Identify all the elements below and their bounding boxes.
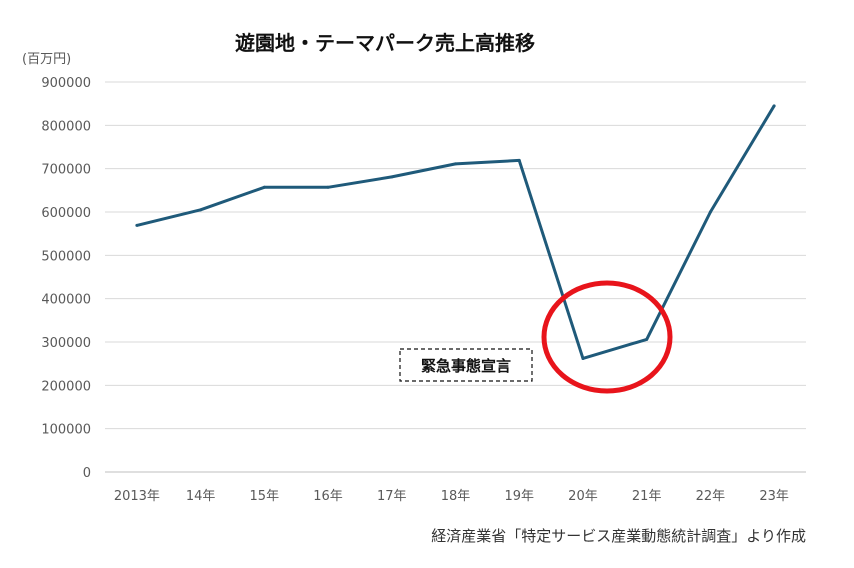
source-note: 経済産業省「特定サービス産業動態統計調査」より作成 (431, 527, 806, 545)
chart-title: 遊園地・テーマパーク売上高推移 (235, 31, 535, 55)
x-tick-label: 18年 (441, 489, 471, 504)
gridlines (105, 81, 806, 473)
data-point (454, 162, 457, 166)
annotation-box: 緊急事態宣言 (399, 348, 533, 382)
x-tick-label: 16年 (313, 489, 343, 504)
series-group (135, 104, 776, 360)
y-tick-label: 500000 (41, 249, 91, 264)
x-tick-label: 23年 (759, 489, 789, 504)
x-axis-ticks: 2013年 14年 15年 16年 17年 18年 19年 20年 21年 22年 23年 (114, 489, 789, 504)
x-tick-label: 17年 (377, 489, 407, 504)
series-line (136, 105, 776, 360)
data-point (262, 185, 266, 189)
y-tick-label: 400000 (41, 293, 91, 308)
x-tick-label: 21年 (632, 489, 662, 504)
data-point (581, 356, 585, 360)
data-point (135, 223, 139, 227)
x-tick-label: 19年 (504, 489, 534, 504)
y-tick-label: 600000 (41, 206, 91, 221)
data-point (199, 208, 203, 212)
y-tick-label: 300000 (41, 336, 91, 351)
annotation-text: 緊急事態宣言 (421, 357, 511, 375)
y-tick-label: 700000 (41, 163, 91, 178)
data-point (326, 185, 330, 189)
highlight-circle (541, 280, 673, 394)
data-point (645, 337, 649, 341)
x-tick-label: 15年 (250, 489, 280, 504)
data-point (517, 158, 521, 162)
y-axis-ticks: 0 100000 200000 300000 400000 500000 600000 700… (41, 76, 91, 481)
y-tick-label: 900000 (41, 76, 91, 91)
x-tick-label: 14年 (186, 489, 216, 504)
data-point (708, 210, 712, 214)
x-tick-label: 2013年 (114, 489, 160, 504)
data-point (772, 104, 776, 108)
y-axis-unit: (百万円) (22, 52, 71, 67)
y-tick-label: 200000 (41, 379, 91, 394)
x-tick-label: 20年 (568, 489, 598, 504)
data-point (390, 175, 394, 179)
x-tick-label: 22年 (696, 489, 726, 504)
y-tick-label: 0 (83, 466, 91, 481)
y-tick-label: 800000 (41, 119, 91, 134)
y-tick-label: 100000 (41, 423, 91, 438)
